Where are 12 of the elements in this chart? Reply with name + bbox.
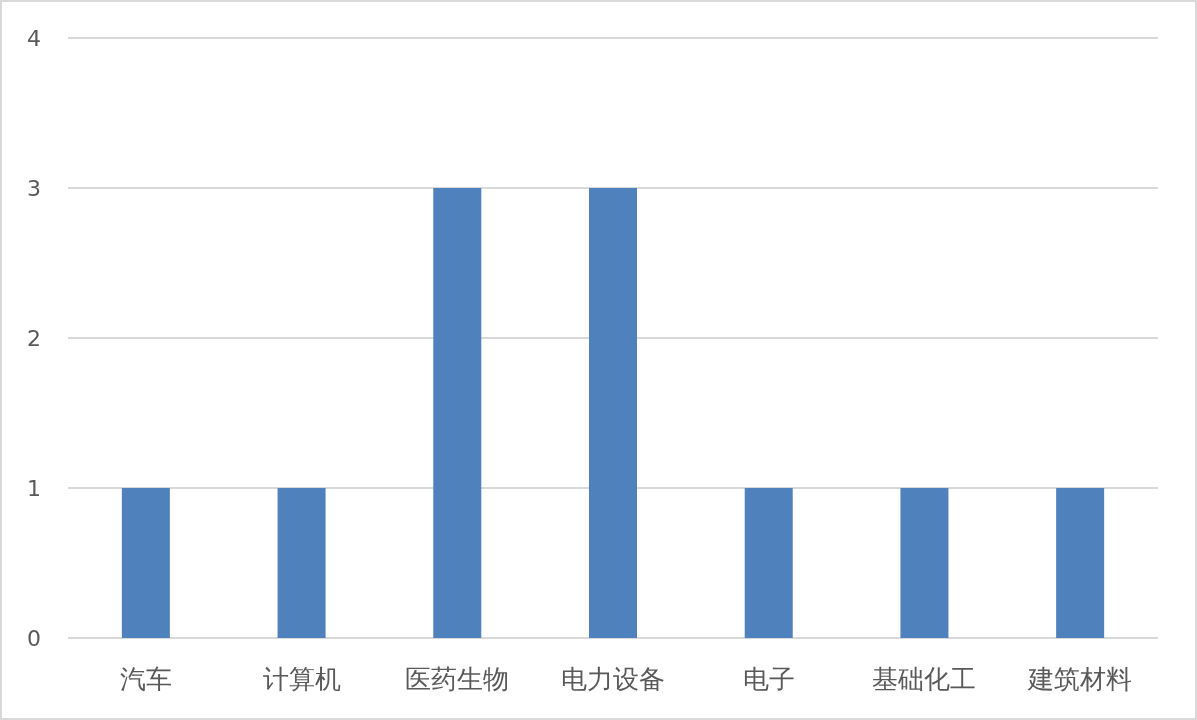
y-tick-label: 0 (27, 626, 41, 651)
x-tick-label: 汽车 (119, 664, 172, 694)
y-tick-label: 2 (27, 326, 41, 351)
y-tick-label: 1 (27, 476, 41, 501)
y-tick-label: 3 (27, 176, 41, 201)
x-tick-label: 建筑材料 (1027, 664, 1133, 694)
x-tick-label: 基础化工 (872, 664, 977, 694)
x-tick-label: 医药生物 (405, 664, 510, 694)
x-tick-label: 电子 (742, 664, 795, 694)
x-tick-label: 电力设备 (561, 664, 665, 694)
x-tick-label: 计算机 (262, 664, 341, 694)
y-tick-label: 4 (27, 26, 41, 51)
